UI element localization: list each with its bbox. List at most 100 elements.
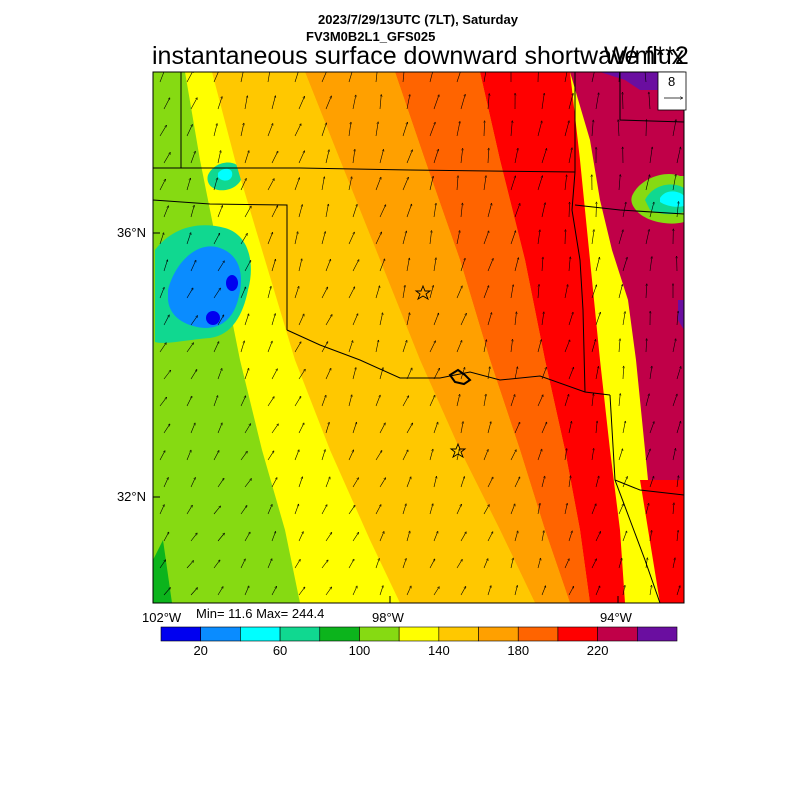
wind-vector	[456, 176, 458, 191]
wind-vectors	[159, 72, 681, 596]
wind-vector	[244, 368, 249, 380]
wind-vector	[618, 393, 620, 407]
wind-vector	[510, 450, 517, 461]
wind-vector	[163, 370, 171, 380]
wind-vector	[244, 206, 252, 218]
wind-vector	[402, 450, 409, 461]
wind-vector	[460, 258, 465, 272]
wind-vector	[510, 121, 512, 137]
wind-vector	[541, 476, 545, 488]
wind-vector	[622, 476, 628, 488]
wind-vector	[510, 285, 513, 299]
wind-vector	[568, 586, 575, 596]
wind-vector	[622, 257, 627, 272]
wind-vector	[379, 149, 384, 164]
wind-vector	[321, 505, 328, 515]
wind-vector	[456, 286, 462, 299]
wind-vector	[568, 148, 572, 164]
wind-vector	[321, 395, 326, 407]
wind-vector	[649, 421, 654, 434]
wind-vector	[352, 259, 360, 272]
wind-vector	[564, 448, 567, 461]
wind-vector	[294, 504, 299, 515]
wind-vector	[402, 122, 408, 137]
wind-vector	[186, 124, 193, 137]
wind-vector	[294, 450, 299, 461]
wind-vector	[186, 450, 191, 461]
wind-vector	[568, 531, 572, 542]
wind-vector	[375, 286, 380, 299]
wind-vector	[163, 315, 170, 326]
wind-vector	[348, 450, 354, 461]
wind-vector	[514, 477, 521, 488]
wind-vector	[267, 559, 272, 569]
wind-vector	[244, 586, 249, 596]
wind-vector	[325, 259, 331, 272]
wind-vector	[595, 366, 599, 380]
wind-vector	[271, 531, 276, 542]
wind-vector	[564, 121, 569, 137]
wind-vector	[595, 421, 597, 434]
wind-vector	[564, 559, 569, 569]
wind-vector	[483, 231, 489, 245]
wind-vector	[267, 504, 272, 515]
wind-vector	[159, 125, 167, 137]
wind-vector	[352, 204, 357, 218]
wind-vector	[510, 504, 515, 515]
wind-vector	[163, 152, 171, 164]
wind-vector	[298, 477, 303, 488]
wind-vector	[514, 312, 517, 326]
wind-vector	[618, 449, 623, 461]
wind-vector	[159, 451, 166, 461]
wind-vector	[483, 558, 488, 569]
wind-vector	[487, 312, 492, 326]
wind-vector	[649, 92, 651, 110]
wind-vector	[649, 147, 652, 164]
wind-vector	[487, 585, 491, 596]
wind-vector	[325, 96, 332, 110]
wind-vector	[429, 449, 433, 461]
wind-vector	[186, 560, 194, 569]
wind-vector	[271, 205, 279, 218]
wind-vector	[244, 96, 247, 110]
wind-vector	[510, 558, 513, 569]
wind-vector	[375, 72, 378, 83]
wind-vector	[487, 477, 494, 488]
wind-vector	[375, 450, 383, 461]
wind-vector	[348, 287, 356, 299]
wind-vector	[244, 260, 252, 272]
wind-vector	[649, 530, 652, 542]
wind-vector	[406, 258, 409, 272]
wind-vector	[622, 585, 625, 596]
wind-vector	[321, 560, 328, 569]
wind-vector	[456, 230, 460, 245]
wind-vector	[406, 204, 412, 218]
wind-vector	[406, 586, 411, 596]
wind-vector	[159, 343, 166, 353]
wind-vector	[402, 340, 407, 353]
wind-vector	[541, 586, 546, 596]
wind-vector	[483, 394, 486, 407]
wind-vector	[159, 560, 166, 569]
wind-vector	[676, 147, 681, 164]
wind-vector	[514, 585, 517, 596]
wind-vector	[271, 369, 278, 380]
wind-vector	[541, 148, 547, 164]
wind-vector	[618, 558, 622, 569]
wind-vector	[568, 367, 574, 380]
wind-vector	[622, 531, 627, 542]
wind-vector	[622, 421, 625, 434]
wind-vector	[352, 149, 355, 164]
wind-vector	[542, 257, 543, 272]
wind-vector	[244, 314, 249, 326]
wind-vector	[190, 423, 195, 434]
wind-vector	[267, 396, 275, 407]
wind-vector	[348, 72, 353, 83]
wind-vector	[294, 286, 299, 299]
wind-vector	[406, 477, 411, 488]
wind-vector	[487, 421, 491, 434]
wind-vector	[646, 284, 647, 299]
wind-vector	[348, 177, 352, 191]
wind-vector	[379, 423, 386, 434]
